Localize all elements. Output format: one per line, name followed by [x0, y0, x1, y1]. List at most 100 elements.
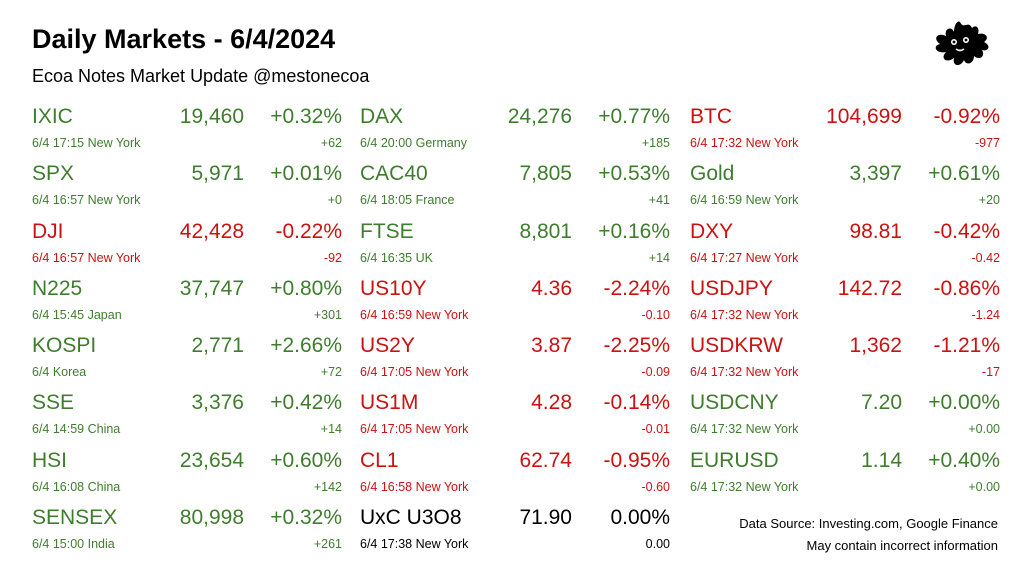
ticker-pct-change: -0.42%: [933, 219, 1000, 243]
ticker-name: US10Y: [360, 276, 427, 300]
market-tile: CAC40 7,805 +0.53% 6/4 18:05 France +41: [360, 161, 670, 218]
ticker-name: DXY: [690, 219, 734, 243]
ticker-timestamp: 6/4 16:35 UK: [360, 250, 433, 265]
ticker-abs-change: -977: [974, 136, 1000, 150]
ticker-price: 4.28: [531, 391, 572, 415]
ticker-abs-change: +0: [327, 193, 342, 208]
market-tile: USDCNY 7.20 +0.00% 6/4 17:32 New York +0.00: [690, 390, 1000, 447]
ticker-abs-change: -0.10: [641, 307, 671, 322]
ticker-name: BTC: [690, 105, 732, 128]
ticker-timestamp: 6/4 17:32 New York: [690, 479, 799, 494]
ticker-pct-change: -2.25%: [603, 334, 670, 358]
ticker-pct-change: +2.66%: [270, 334, 342, 358]
ticker-pct-change: +0.00%: [928, 391, 1000, 415]
disclaimer-note: May contain incorrect information: [806, 538, 998, 553]
ticker-abs-change: +41: [648, 193, 670, 208]
ticker-pct-change: +0.53%: [598, 162, 670, 186]
market-tile: FTSE 8,801 +0.16% 6/4 16:35 UK +14: [360, 219, 670, 276]
ticker-name: IXIC: [32, 105, 73, 128]
ticker-pct-change: +0.60%: [270, 448, 342, 472]
ticker-price: 3,376: [191, 391, 244, 415]
ticker-price: 62.74: [519, 448, 572, 472]
ticker-abs-change: +261: [313, 537, 342, 552]
ticker-pct-change: +0.16%: [598, 219, 670, 243]
market-column-2: DAX 24,276 +0.77% 6/4 20:00 Germany +185 CAC…: [360, 104, 670, 562]
ticker-price: 98.81: [849, 219, 902, 243]
ticker-timestamp: 6/4 14:59 China: [32, 422, 121, 437]
ticker-name: FTSE: [360, 219, 414, 243]
ticker-pct-change: +0.01%: [270, 162, 342, 186]
market-tile: SSE 3,376 +0.42% 6/4 14:59 China +14: [32, 390, 342, 447]
ticker-timestamp: 6/4 17:05 New York: [360, 422, 469, 437]
ticker-price: 24,276: [507, 105, 572, 128]
market-tile: US10Y 4.36 -2.24% 6/4 16:59 New York -0.10: [360, 276, 670, 333]
ticker-name: DJI: [32, 219, 64, 243]
ticker-timestamp: 6/4 16:57 New York: [32, 250, 141, 265]
ticker-pct-change: -1.21%: [933, 334, 1000, 358]
ticker-pct-change: +0.80%: [270, 276, 342, 300]
market-tile: USDKRW 1,362 -1.21% 6/4 17:32 New York -17: [690, 333, 1000, 390]
ticker-price: 8,801: [519, 219, 572, 243]
ticker-timestamp: 6/4 17:15 New York: [32, 136, 141, 150]
ticker-timestamp: 6/4 16:57 New York: [32, 193, 141, 208]
splat-logo-icon: [935, 21, 989, 66]
ticker-timestamp: 6/4 17:38 New York: [360, 537, 469, 552]
market-tile: DAX 24,276 +0.77% 6/4 20:00 Germany +185: [360, 104, 670, 161]
ticker-timestamp: 6/4 20:00 Germany: [360, 136, 468, 150]
market-tile: USDJPY 142.72 -0.86% 6/4 17:32 New York -1.2…: [690, 276, 1000, 333]
ticker-pct-change: 0.00%: [610, 506, 670, 530]
ticker-pct-change: +0.77%: [598, 105, 670, 128]
ticker-abs-change: +20: [978, 193, 1000, 208]
ticker-pct-change: -0.22%: [275, 219, 342, 243]
ticker-name: US1M: [360, 391, 419, 415]
ticker-abs-change: +301: [313, 307, 342, 322]
ticker-timestamp: 6/4 17:32 New York: [690, 365, 799, 380]
market-tile: DJI 42,428 -0.22% 6/4 16:57 New York -92: [32, 219, 342, 276]
ticker-price: 7,805: [519, 162, 572, 186]
market-tile: HSI 23,654 +0.60% 6/4 16:08 China +142: [32, 448, 342, 505]
ticker-name: CAC40: [360, 162, 428, 186]
market-tile: US1M 4.28 -0.14% 6/4 17:05 New York -0.01: [360, 390, 670, 447]
ticker-price: 2,771: [191, 334, 244, 358]
ticker-name: EURUSD: [690, 448, 779, 472]
ticker-timestamp: 6/4 15:00 India: [32, 537, 115, 552]
ticker-name: SSE: [32, 391, 75, 415]
market-tile: SPX 5,971 +0.01% 6/4 16:57 New York +0: [32, 161, 342, 218]
ticker-abs-change: -1.24: [971, 307, 1001, 322]
ticker-name: USDJPY: [690, 276, 773, 300]
ticker-name: UxC U3O8: [360, 506, 462, 530]
ticker-name: SENSEX: [32, 506, 118, 530]
ticker-timestamp: 6/4 17:32 New York: [690, 307, 799, 322]
ticker-timestamp: 6/4 16:59 New York: [360, 307, 469, 322]
ticker-abs-change: +14: [648, 250, 670, 265]
ticker-pct-change: -2.24%: [603, 276, 670, 300]
ticker-timestamp: 6/4 17:05 New York: [360, 365, 469, 380]
ticker-abs-change: -0.42: [971, 250, 1001, 265]
ticker-timestamp: 6/4 17:32 New York: [690, 136, 799, 150]
ticker-price: 3.87: [531, 334, 572, 358]
ticker-abs-change: 0.00: [645, 537, 670, 552]
ticker-pct-change: +0.40%: [928, 448, 1000, 472]
ticker-timestamp: 6/4 16:59 New York: [690, 193, 799, 208]
ticker-price: 23,654: [179, 448, 244, 472]
ticker-timestamp: 6/4 17:32 New York: [690, 422, 799, 437]
ticker-name: Gold: [690, 162, 735, 186]
market-tile: SENSEX 80,998 +0.32% 6/4 15:00 India +261: [32, 505, 342, 562]
page-title: Daily Markets - 6/4/2024: [32, 24, 336, 54]
ticker-name: USDCNY: [690, 391, 779, 415]
market-tile: IXIC 19,460 +0.32% 6/4 17:15 New York +62: [32, 104, 342, 161]
ticker-name: CL1: [360, 448, 399, 472]
ticker-price: 4.36: [531, 276, 572, 300]
ticker-abs-change: -92: [323, 250, 342, 265]
market-tile: N225 37,747 +0.80% 6/4 15:45 Japan +301: [32, 276, 342, 333]
ticker-pct-change: -0.95%: [603, 448, 670, 472]
data-source-note: Data Source: Investing.com, Google Finan…: [739, 516, 998, 531]
ticker-pct-change: +0.32%: [270, 506, 342, 530]
market-tile: Gold 3,397 +0.61% 6/4 16:59 New York +20: [690, 161, 1000, 218]
ticker-price: 5,971: [191, 162, 244, 186]
ticker-timestamp: 6/4 17:27 New York: [690, 250, 799, 265]
ticker-pct-change: +0.32%: [270, 105, 342, 128]
ticker-price: 37,747: [179, 276, 244, 300]
ticker-price: 1,362: [849, 334, 902, 358]
ticker-name: N225: [32, 276, 83, 300]
